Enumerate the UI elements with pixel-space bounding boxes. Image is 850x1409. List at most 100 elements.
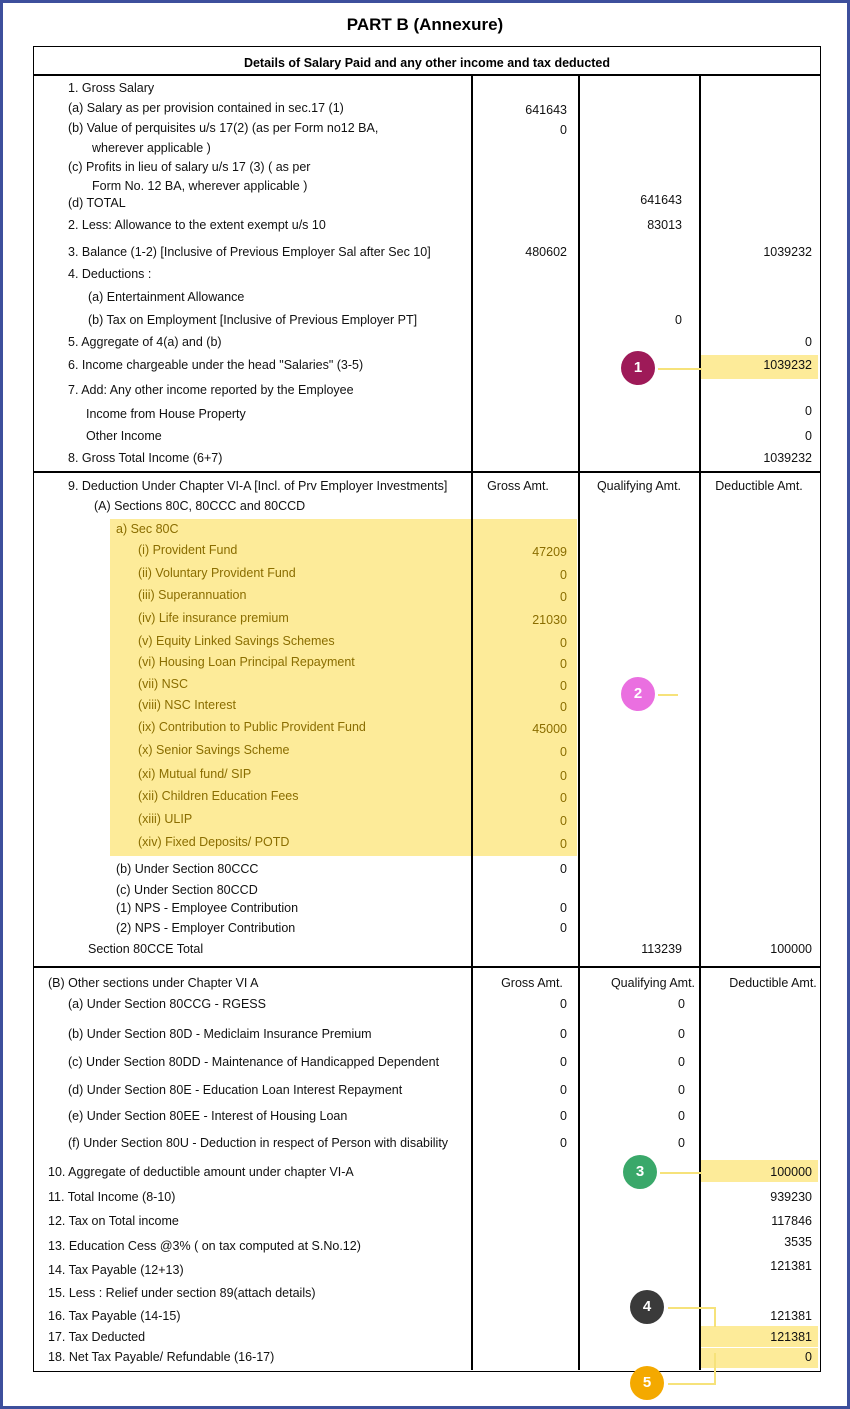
amount: 0 [678,1055,685,1069]
amount: 0 [678,1027,685,1041]
amount: 0 [560,862,567,876]
amount: 113239 [641,942,682,956]
amount: 117846 [771,1214,812,1228]
amount: 0 [805,404,812,418]
amount: 641643 [640,193,682,207]
row-label: (vii) NSC [138,677,188,691]
row-label: 11. Total Income (8-10) [48,1190,176,1204]
column-rule [471,75,473,1370]
column-rule [699,75,701,1370]
amount: 0 [675,313,682,327]
row-label: 7. Add: Any other income reported by the… [68,383,354,397]
amount: 1039232 [763,245,812,259]
row-label: (i) Provident Fund [138,543,238,557]
amount: 0 [560,769,567,783]
row-label: (d) TOTAL [68,196,126,210]
amount: 0 [560,700,567,714]
row-label: 12. Tax on Total income [48,1214,179,1228]
connector [658,368,702,370]
row-label: (a) Salary as per provision contained in… [68,101,344,115]
row-label: (c) Under Section 80CCD [116,883,258,897]
row-label: 15. Less : Relief under section 89(attac… [48,1286,316,1300]
amount: 1039232 [763,451,812,465]
row-label: 13. Education Cess @3% ( on tax computed… [48,1239,361,1253]
highlight [700,355,818,379]
amount: 0 [560,921,567,935]
highlight [110,519,577,856]
amount: 0 [560,745,567,759]
row-label: 8. Gross Total Income (6+7) [68,451,223,465]
row-label: 10. Aggregate of deductible amount under… [48,1165,354,1179]
row-label: (c) Profits in lieu of salary u/s 17 (3)… [68,160,311,174]
row-label: (b) Tax on Employment [Inclusive of Prev… [88,313,418,327]
row-label: (x) Senior Savings Scheme [138,743,290,757]
amount: 0 [560,901,567,915]
row-label: (f) Under Section 80U - Deduction in res… [68,1136,449,1150]
row-label: (xi) Mutual fund/ SIP [138,767,252,781]
row-label: Income from House Property [86,407,246,421]
badge: 3 [623,1155,657,1189]
column-header: Deductible Amt. [729,976,817,990]
row-label: 18. Net Tax Payable/ Refundable (16-17) [48,1350,275,1364]
row-label: a) Sec 80C [116,522,179,536]
amount: 0 [560,636,567,650]
row-label: (v) Equity Linked Savings Schemes [138,634,335,648]
row-label: (b) Under Section 80CCC [116,862,259,876]
row-label: wherever applicable ) [92,141,211,155]
amount: 939230 [770,1190,812,1204]
row-label: (2) NPS - Employer Contribution [116,921,296,935]
amount: 641643 [525,103,567,117]
row-label: (ii) Voluntary Provident Fund [138,566,296,580]
column-rule [578,75,580,1370]
connector [714,1353,716,1385]
row-label: 16. Tax Payable (14-15) [48,1309,181,1323]
connector [714,1307,716,1327]
row-label: (a) Under Section 80CCG - RGESS [68,997,266,1011]
amount: 0 [560,657,567,671]
amount: 480602 [525,245,567,259]
row-label: Form No. 12 BA, wherever applicable ) [92,179,308,193]
column-header: Deductible Amt. [715,479,803,493]
column-header: Qualifying Amt. [610,976,696,990]
amount: 100000 [770,942,812,956]
highlight [700,1326,818,1347]
row-rule [33,471,821,473]
row-label: (ix) Contribution to Public Provident Fu… [138,720,366,734]
header: Details of Salary Paid and any other inc… [243,56,611,70]
row-label: (e) Under Section 80EE - Interest of Hou… [68,1109,348,1123]
amount: 45000 [532,722,567,736]
amount: 121381 [770,1330,812,1344]
amount: 121381 [770,1259,812,1273]
amount: 3535 [784,1235,812,1249]
row-rule [33,966,821,968]
amount: 121381 [770,1309,812,1323]
row-label: 6. Income chargeable under the head "Sal… [68,358,364,372]
amount: 100000 [770,1165,812,1179]
highlight [700,1348,818,1368]
row-label: (viii) NSC Interest [138,698,236,712]
row-label: (1) NPS - Employee Contribution [116,901,299,915]
row-label: 9. Deduction Under Chapter VI-A [Incl. o… [68,479,448,493]
table-frame [33,46,821,1372]
row-label: 1. Gross Salary [68,81,155,95]
amount: 0 [805,1350,812,1364]
amount: 0 [678,1083,685,1097]
amount: 0 [560,1083,567,1097]
amount: 0 [560,590,567,604]
column-header: Gross Amt. [501,976,563,990]
amount: 0 [560,568,567,582]
amount: 83013 [647,218,682,232]
amount: 0 [560,679,567,693]
connector [660,1172,702,1174]
row-label: (iv) Life insurance premium [138,611,289,625]
column-header: Qualifying Amt. [596,479,682,493]
amount: 0 [560,791,567,805]
row-label: 3. Balance (1-2) [Inclusive of Previous … [68,245,431,259]
amount: 0 [560,1136,567,1150]
header-rule [33,74,821,76]
row-label: 5. Aggregate of 4(a) and (b) [68,335,222,349]
column-header: Gross Amt. [487,479,549,493]
amount: 0 [678,1109,685,1123]
amount: 0 [560,1109,567,1123]
